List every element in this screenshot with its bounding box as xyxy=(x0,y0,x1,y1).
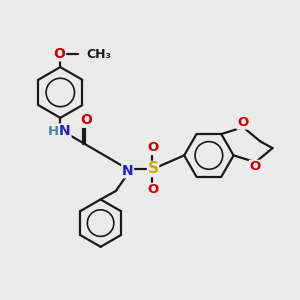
Text: O: O xyxy=(147,142,159,154)
Text: S: S xyxy=(148,161,158,176)
Text: N: N xyxy=(122,164,134,178)
Text: O: O xyxy=(237,116,248,129)
Text: O: O xyxy=(54,47,66,61)
Text: N: N xyxy=(59,124,71,138)
Text: O: O xyxy=(249,160,260,173)
Text: O: O xyxy=(147,183,159,196)
Text: O: O xyxy=(80,113,92,127)
Text: CH₃: CH₃ xyxy=(86,48,111,61)
Text: H: H xyxy=(48,124,59,137)
